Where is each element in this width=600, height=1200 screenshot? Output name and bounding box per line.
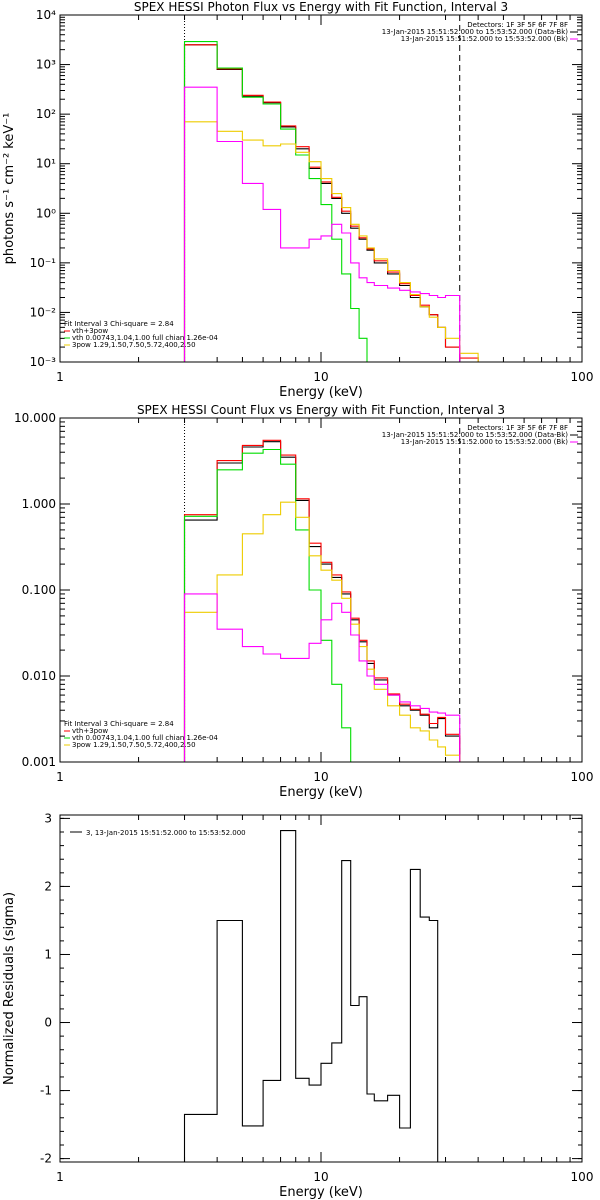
x-tick-label: 1	[56, 770, 64, 784]
x-tick-label: 100	[571, 770, 594, 784]
x-axis: 1 10 100	[56, 15, 593, 384]
legend-bottom: Fit Interval 3 Chi-square = 2.84vth+3pow…	[64, 320, 218, 349]
y-tick-label: 0.010	[22, 669, 56, 683]
y-tick-label: 10⁻³	[30, 355, 57, 369]
y-tick-label: 1	[44, 947, 52, 961]
y-tick-label: 10¹	[36, 157, 56, 171]
y-tick-label: 2	[44, 879, 52, 893]
legend-entry: Detectors: 1F 3F 5F 6F 7F 8F	[467, 21, 568, 29]
legend-entry: 13-Jan-2015 15:51:52.000 to 15:53:52.000…	[401, 35, 569, 43]
y-tick-label: 1.000	[22, 497, 56, 511]
legend-entry: 3pow 1.29,1.50,7.50,5.72,400,2.50	[72, 741, 196, 749]
legend-entry: vth 0.00743,1.04,1.00 full chian 1.26e-0…	[72, 334, 218, 342]
plot-frame	[59, 417, 583, 763]
x-tick-label: 100	[571, 1170, 594, 1184]
legend-top: 3, 13-Jan-2015 15:51:52.000 to 15:53:52.…	[70, 829, 246, 837]
legend-entry: Detectors: 1F 3F 5F 6F 7F 8F	[467, 424, 568, 432]
chart-panel-3: 1 10 100 Energy (keV) -2 -1 0 1 2 3 Normalized Res…	[2, 811, 593, 1200]
legend-top: Detectors: 1F 3F 5F 6F 7F 8F13-Jan-2015 …	[382, 424, 578, 446]
plot-area	[183, 15, 479, 362]
series-2-line	[183, 439, 461, 762]
chart-title: SPEX HESSI Photon Flux vs Energy with Fi…	[134, 0, 508, 14]
legend-entry: Fit Interval 3 Chi-square = 2.84	[64, 320, 174, 328]
series-3-line	[183, 448, 352, 762]
chart-panel-2: SPEX HESSI Count Flux vs Energy with Fit…	[14, 403, 593, 800]
series-1-line	[183, 830, 439, 1162]
y-axis-label: photons s⁻¹ cm⁻² keV⁻¹	[2, 113, 17, 265]
x-tick-label: 1	[56, 370, 64, 384]
series-1-line	[183, 44, 461, 362]
x-tick-label: 10	[313, 1170, 328, 1184]
series-5-line	[183, 86, 461, 362]
legend-top: Detectors: 1F 3F 5F 6F 7F 8F13-Jan-2015 …	[382, 21, 578, 43]
y-tick-label: -2	[40, 1152, 52, 1166]
legend-entry: 13-Jan-2015 15:51:52.000 to 15:53:52.000…	[401, 438, 569, 446]
legend-entry: vth+3pow	[72, 327, 108, 335]
y-axis: 10⁻³ 10⁻² 10⁻¹ 10⁰ 10¹ 10² 10³ 10⁴	[30, 8, 582, 369]
legend-entry: vth+3pow	[72, 727, 108, 735]
legend-entry: 13-Jan-2015 15:51:52.000 to 15:53:52.000…	[382, 431, 569, 439]
series-1-line	[183, 441, 461, 762]
y-axis-label: Normalized Residuals (sigma)	[2, 892, 17, 1085]
y-axis: -2 -1 0 1 2 3	[40, 811, 582, 1166]
x-tick-label: 1	[56, 1170, 64, 1184]
x-axis-label: Energy (keV)	[279, 1185, 363, 1200]
x-axis-label: Energy (keV)	[279, 785, 363, 800]
y-tick-label: 3	[44, 811, 52, 825]
y-tick-label: 0	[44, 1016, 52, 1030]
y-axis: 0.001 0.010 0.100 1.000 10.000	[14, 411, 582, 769]
legend-entry: vth 0.00743,1.04,1.00 full chian 1.26e-0…	[72, 734, 218, 742]
x-axis-label: Energy (keV)	[279, 385, 363, 400]
series-4-line	[183, 121, 479, 362]
series-4-line	[183, 501, 461, 762]
y-tick-label: 10⁻¹	[30, 256, 57, 270]
y-tick-label: 0.100	[22, 583, 56, 597]
y-tick-label: 10⁻²	[30, 305, 57, 319]
x-axis: 1 10 100	[56, 418, 593, 784]
series-3-line	[183, 41, 375, 362]
y-tick-label: 10²	[36, 107, 56, 121]
x-axis: 1 10 100	[56, 815, 593, 1184]
chart-title: SPEX HESSI Count Flux vs Energy with Fit…	[137, 403, 505, 417]
x-tick-label: 100	[571, 370, 594, 384]
y-tick-label: 10.000	[14, 411, 56, 425]
y-tick-label: -1	[40, 1084, 52, 1098]
legend-entry: 3, 13-Jan-2015 15:51:52.000 to 15:53:52.…	[86, 829, 246, 837]
legend-entry: 3pow 1.29,1.50,7.50,5.72,400,2.50	[72, 341, 196, 349]
y-tick-label: 10³	[36, 58, 56, 72]
y-tick-label: 10⁰	[36, 206, 56, 220]
x-tick-label: 10	[313, 370, 328, 384]
plot-area	[183, 830, 439, 1162]
y-tick-label: 10⁴	[36, 8, 56, 22]
chart-panel-1: SPEX HESSI Photon Flux vs Energy with Fi…	[2, 0, 593, 400]
plot-frame	[59, 14, 583, 363]
legend-entry: 13-Jan-2015 15:51:52.000 to 15:53:52.000…	[382, 28, 569, 36]
legend-entry: Fit Interval 3 Chi-square = 2.84	[64, 720, 174, 728]
plot-frame	[59, 814, 583, 1163]
plot-area	[183, 418, 461, 762]
series-5-line	[183, 593, 461, 762]
x-tick-label: 10	[313, 770, 328, 784]
y-tick-label: 0.001	[22, 755, 56, 769]
legend-bottom: Fit Interval 3 Chi-square = 2.84vth+3pow…	[64, 720, 218, 749]
